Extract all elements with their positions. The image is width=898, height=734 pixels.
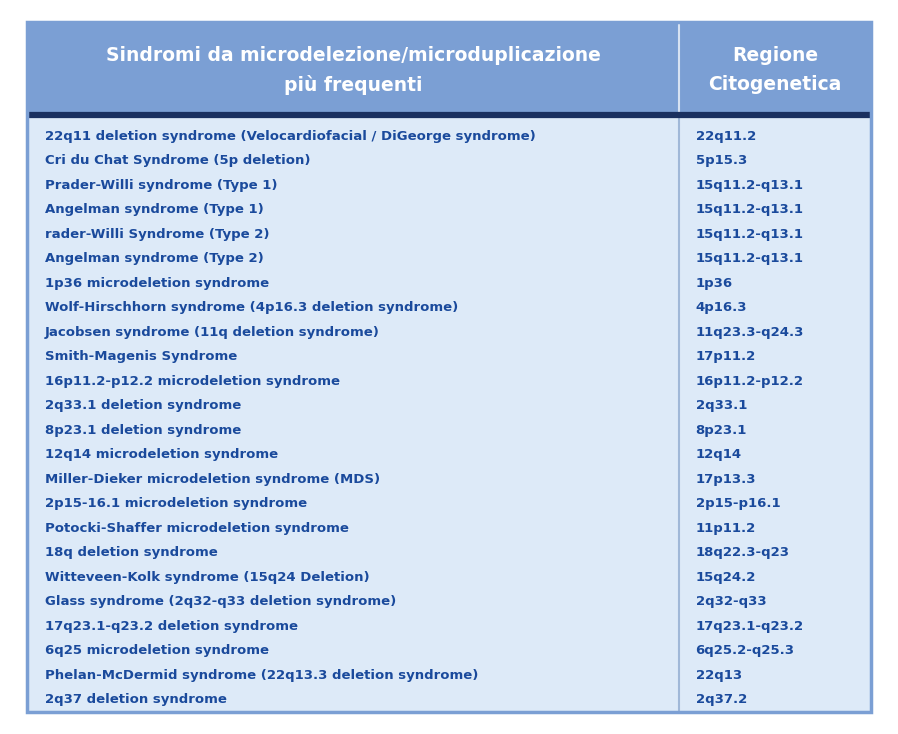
Text: 8p23.1: 8p23.1 [696,424,747,437]
Text: 18q22.3-q23: 18q22.3-q23 [696,546,789,559]
Text: 2q33.1 deletion syndrome: 2q33.1 deletion syndrome [45,399,242,413]
Text: 16p11.2-p12.2: 16p11.2-p12.2 [696,375,804,388]
Text: Jacobsen syndrome (11q deletion syndrome): Jacobsen syndrome (11q deletion syndrome… [45,326,380,338]
Text: Phelan-McDermid syndrome (22q13.3 deletion syndrome): Phelan-McDermid syndrome (22q13.3 deleti… [45,669,479,682]
Text: 15q11.2-q13.1: 15q11.2-q13.1 [696,178,804,192]
Text: 17q23.1-q23.2: 17q23.1-q23.2 [696,619,804,633]
Text: 2q37.2: 2q37.2 [696,693,747,706]
Text: più frequenti: più frequenti [284,75,422,95]
Text: 2p15-p16.1: 2p15-p16.1 [696,497,780,510]
Text: Angelman syndrome (Type 1): Angelman syndrome (Type 1) [45,203,264,217]
Text: Sindromi da microdelezione/microduplicazione: Sindromi da microdelezione/microduplicaz… [106,46,601,65]
Text: 11q23.3-q24.3: 11q23.3-q24.3 [696,326,804,338]
Text: 2q37 deletion syndrome: 2q37 deletion syndrome [45,693,227,706]
Text: 18q deletion syndrome: 18q deletion syndrome [45,546,217,559]
Text: 16p11.2-p12.2 microdeletion syndrome: 16p11.2-p12.2 microdeletion syndrome [45,375,340,388]
Text: 17q23.1-q23.2 deletion syndrome: 17q23.1-q23.2 deletion syndrome [45,619,298,633]
Text: 17p11.2: 17p11.2 [696,350,756,363]
Text: 15q11.2-q13.1: 15q11.2-q13.1 [696,228,804,241]
Text: rader-Willi Syndrome (Type 2): rader-Willi Syndrome (Type 2) [45,228,269,241]
Text: 22q11 deletion syndrome (Velocardiofacial / DiGeorge syndrome): 22q11 deletion syndrome (Velocardiofacia… [45,130,535,142]
Text: 2q32-q33: 2q32-q33 [696,595,766,608]
Text: Witteveen-Kolk syndrome (15q24 Deletion): Witteveen-Kolk syndrome (15q24 Deletion) [45,571,369,584]
Text: Glass syndrome (2q32-q33 deletion syndrome): Glass syndrome (2q32-q33 deletion syndro… [45,595,396,608]
Text: 15q11.2-q13.1: 15q11.2-q13.1 [696,252,804,265]
Text: Cri du Chat Syndrome (5p deletion): Cri du Chat Syndrome (5p deletion) [45,154,311,167]
Text: 8p23.1 deletion syndrome: 8p23.1 deletion syndrome [45,424,242,437]
Text: 15q11.2-q13.1: 15q11.2-q13.1 [696,203,804,217]
Text: 5p15.3: 5p15.3 [696,154,747,167]
Bar [27,115,871,712]
Text: 2q33.1: 2q33.1 [696,399,747,413]
Text: 1p36 microdeletion syndrome: 1p36 microdeletion syndrome [45,277,269,290]
Text: 22q13: 22q13 [696,669,742,682]
Text: Angelman syndrome (Type 2): Angelman syndrome (Type 2) [45,252,264,265]
Text: Regione: Regione [732,46,818,65]
Text: Potocki-Shaffer microdeletion syndrome: Potocki-Shaffer microdeletion syndrome [45,522,348,535]
Text: 12q14: 12q14 [696,448,742,461]
Text: Wolf-Hirschhorn syndrome (4p16.3 deletion syndrome): Wolf-Hirschhorn syndrome (4p16.3 deletio… [45,301,458,314]
Text: 2p15-16.1 microdeletion syndrome: 2p15-16.1 microdeletion syndrome [45,497,307,510]
Text: 12q14 microdeletion syndrome: 12q14 microdeletion syndrome [45,448,278,461]
Text: Citogenetica: Citogenetica [709,76,842,94]
Text: Smith-Magenis Syndrome: Smith-Magenis Syndrome [45,350,237,363]
Text: 22q11.2: 22q11.2 [696,130,756,142]
Text: 4p16.3: 4p16.3 [696,301,747,314]
Text: 1p36: 1p36 [696,277,733,290]
Text: Prader-Willi syndrome (Type 1): Prader-Willi syndrome (Type 1) [45,178,277,192]
Text: 17p13.3: 17p13.3 [696,473,756,486]
Text: 6q25.2-q25.3: 6q25.2-q25.3 [696,644,795,657]
Text: Miller-Dieker microdeletion syndrome (MDS): Miller-Dieker microdeletion syndrome (MD… [45,473,380,486]
Bar [27,22,871,115]
Text: 6q25 microdeletion syndrome: 6q25 microdeletion syndrome [45,644,269,657]
Text: 11p11.2: 11p11.2 [696,522,756,535]
Text: 15q24.2: 15q24.2 [696,571,756,584]
